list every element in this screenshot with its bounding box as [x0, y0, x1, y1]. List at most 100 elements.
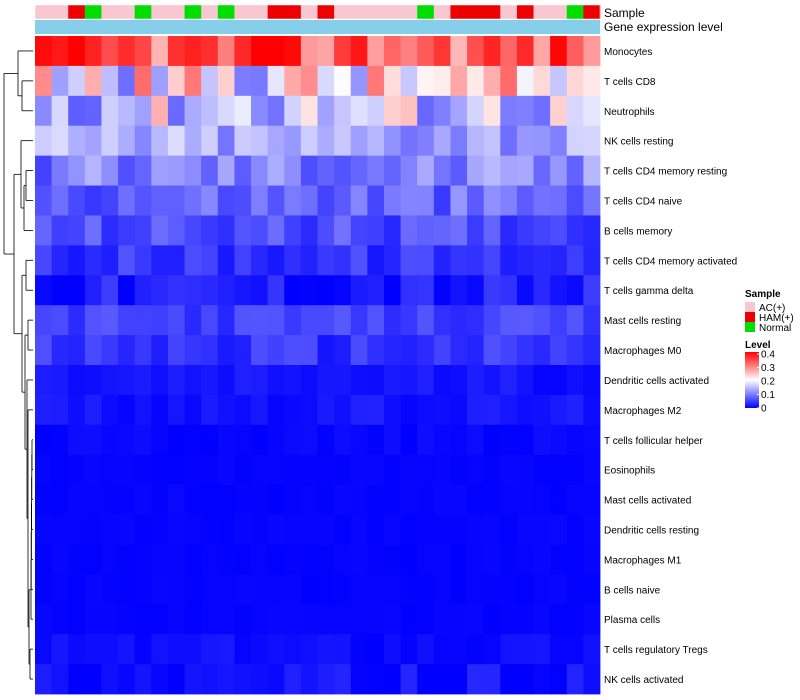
- heatmap-cell: [151, 305, 169, 336]
- heatmap-cell: [84, 305, 102, 336]
- heatmap-cell: [516, 484, 534, 515]
- heatmap-cell: [367, 514, 385, 545]
- heatmap-cell: [234, 424, 252, 456]
- heatmap-cell: [167, 394, 185, 426]
- heatmap-cell: [450, 365, 468, 396]
- heatmap-cell: [433, 664, 451, 695]
- heatmap-cell: [550, 155, 568, 186]
- heatmap-cell: [433, 514, 451, 545]
- heatmap-cell: [350, 305, 368, 336]
- heatmap-cell: [516, 185, 534, 216]
- heatmap-cell: [234, 125, 252, 157]
- heatmap-cell: [367, 604, 385, 635]
- heatmap-cell: [134, 65, 152, 97]
- heatmap-cell: [284, 335, 302, 366]
- heatmap-cell: [350, 125, 368, 157]
- heatmap-cell: [383, 245, 401, 276]
- heatmap-cell: [101, 155, 119, 186]
- heatmap-cell: [101, 275, 119, 306]
- heatmap-cell: [433, 484, 451, 515]
- heatmap-cell: [566, 155, 584, 186]
- heatmap-cell: [167, 215, 185, 246]
- heatmap-cell: [334, 365, 352, 396]
- heatmap-cell: [167, 365, 185, 396]
- heatmap-cell: [467, 335, 485, 366]
- sample-annotation-track: [34, 4, 601, 20]
- heatmap-cell: [334, 424, 352, 456]
- heatmap-cell: [400, 245, 418, 276]
- heatmap-cell: [251, 65, 269, 97]
- heatmap-cell: [550, 65, 568, 97]
- heatmap-cell: [583, 664, 601, 695]
- heatmap-cell: [35, 275, 53, 306]
- heatmap-cell: [583, 454, 601, 486]
- heatmap-cell: [350, 185, 368, 216]
- heatmap-cell: [217, 365, 235, 396]
- heatmap-cell: [383, 185, 401, 216]
- heatmap-cell: [550, 604, 568, 635]
- heatmap-cell: [334, 574, 352, 605]
- heatmap-cell: [151, 215, 169, 246]
- sample-cell: [217, 5, 235, 19]
- heatmap-cell: [317, 125, 335, 157]
- heatmap-cell: [118, 604, 136, 635]
- heatmap-cell: [350, 275, 368, 306]
- heatmap-cell: [118, 65, 136, 97]
- heatmap-cell: [467, 544, 485, 575]
- sample-cell: [184, 5, 202, 19]
- heatmap-cell: [433, 365, 451, 396]
- heatmap-cell: [417, 604, 435, 635]
- heatmap-cell: [533, 95, 551, 127]
- heatmap-cell: [383, 125, 401, 157]
- sample-cell: [167, 5, 186, 19]
- heatmap-cell: [516, 365, 534, 396]
- heatmap-cell: [583, 245, 601, 276]
- heatmap-cell: [417, 394, 435, 426]
- heatmap-cell: [483, 424, 501, 456]
- heatmap-cell: [251, 604, 269, 635]
- heatmap-cell: [417, 424, 435, 456]
- heatmap-cell: [400, 394, 418, 426]
- heatmap-cell: [367, 305, 385, 336]
- heatmap-cell: [201, 245, 219, 276]
- heatmap-cell: [583, 604, 601, 635]
- heatmap-cell: [533, 185, 551, 216]
- sample-cell: [251, 5, 269, 19]
- heatmap-cell: [516, 604, 534, 635]
- heatmap-cell: [583, 155, 601, 186]
- heatmap-cell: [450, 36, 468, 67]
- heatmap-cell: [284, 634, 302, 665]
- heatmap-cell: [101, 514, 119, 545]
- heatmap-cell: [234, 245, 252, 276]
- heatmap-cell: [234, 215, 252, 246]
- heatmap-cell: [350, 604, 368, 635]
- heatmap-cell: [533, 544, 551, 575]
- heatmap-cell: [84, 424, 102, 456]
- heatmap-cell: [516, 394, 534, 426]
- sample-cell: [300, 5, 318, 19]
- heatmap-cell: [400, 215, 418, 246]
- heatmap-cell: [201, 604, 219, 635]
- heatmap-cell: [433, 305, 451, 336]
- heatmap-cell: [500, 664, 518, 695]
- heatmap-cell: [383, 574, 401, 605]
- heatmap-cell: [267, 335, 285, 366]
- heatmap-cell: [68, 36, 86, 67]
- heatmap-cell: [516, 664, 534, 695]
- heatmap-cell: [68, 245, 86, 276]
- heatmap-cell: [317, 424, 335, 456]
- heatmap-cell: [251, 574, 269, 605]
- sample-cell: [284, 5, 302, 19]
- heatmap-cell: [350, 634, 368, 665]
- heatmap-cell: [467, 245, 485, 276]
- heatmap-cell: [566, 664, 584, 695]
- row-label: T cells follicular helper: [604, 436, 703, 447]
- heatmap-cell: [334, 275, 352, 306]
- heatmap-cell: [317, 245, 335, 276]
- heatmap-cell: [417, 36, 435, 67]
- row-label: Eosinophils: [604, 466, 655, 477]
- heatmap-cell: [184, 514, 202, 545]
- heatmap-cell: [118, 245, 136, 276]
- heatmap-cell: [68, 305, 86, 336]
- heatmap-cell: [516, 155, 534, 186]
